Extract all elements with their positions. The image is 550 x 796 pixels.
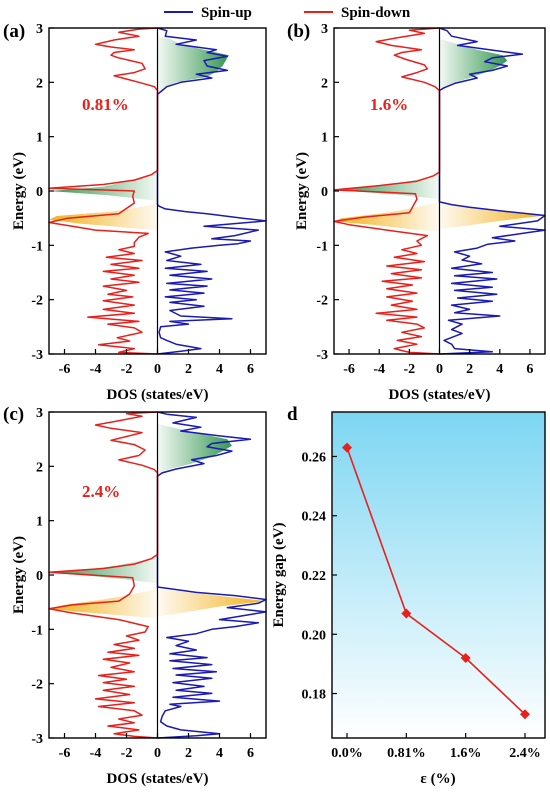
y-tick-label: 0.18 (302, 688, 327, 703)
x-axis-title: ε (%) (420, 771, 455, 787)
dos-fill-region (49, 172, 158, 201)
x-tick-label: 0.81% (387, 746, 426, 761)
x-tick-label: 4 (216, 746, 223, 761)
spin-down-line (48, 411, 159, 739)
panel-c: -3 -2 -1 0 1 2 3 -6 -4 -2 0 2 4 6 DOS (states/eV) Energ… (3, 404, 267, 787)
y-tick-label: 0.20 (302, 628, 327, 643)
y-tick-label: -2 (31, 294, 43, 309)
y-tick-label: 3 (36, 406, 43, 421)
y-tick-label: 0.26 (302, 450, 327, 465)
data-point-marker (401, 608, 412, 619)
panel-label: d (287, 404, 298, 425)
x-tick-label: -4 (373, 362, 385, 377)
x-axis-title: DOS (states/eV) (106, 771, 208, 787)
energy-gap-line (346, 447, 526, 715)
panel-a: -3 -2 -1 0 1 2 3 -6 -4 -2 0 2 4 6 DOS (states/eV) Energ… (3, 21, 267, 403)
x-axis-title: DOS (states/eV) (106, 387, 208, 403)
dos-fill-region (157, 424, 232, 475)
spin-down-line (333, 27, 441, 355)
plot-background (332, 412, 545, 738)
y-tick-label: -1 (316, 239, 328, 254)
y-tick-label: 1 (36, 131, 43, 146)
x-tick-label: -2 (404, 362, 416, 377)
dos-fill-region (334, 201, 440, 232)
y-tick-label: 2 (321, 76, 328, 91)
x-tick-label: -6 (59, 746, 71, 761)
legend: Spin-up Spin-down (164, 5, 411, 21)
y-tick-label: 2 (36, 460, 43, 475)
dos-fill-region (439, 38, 508, 89)
dos-fill-region (49, 556, 158, 584)
panel-b: -3 -2 -1 0 1 2 3 -6 -4 -2 0 2 4 6 DOS (states/eV) Energ… (287, 21, 546, 403)
y-axis-title: Energy (eV) (294, 152, 310, 230)
x-tick-label: -2 (121, 746, 133, 761)
panel-d: 0.18 0.20 0.22 0.24 0.26 0.0% 0.81% 1.6% 2.4% ε (… (271, 404, 546, 787)
x-tick-label: 6 (526, 362, 533, 377)
y-axis-title: Energy gap (eV) (271, 523, 287, 628)
strain-label: 2.4% (82, 482, 120, 501)
y-tick-label: -2 (31, 678, 43, 693)
x-tick-label: 0 (154, 362, 161, 377)
panel-label: (b) (287, 21, 310, 42)
x-tick-label: 2 (185, 362, 192, 377)
dos-fill-region (49, 588, 158, 619)
data-point-marker (520, 709, 530, 720)
x-tick-label: -6 (343, 362, 355, 377)
y-tick-label: -1 (31, 623, 43, 638)
x-tick-label: -4 (90, 746, 102, 761)
legend-spin-down-label: Spin-down (341, 5, 411, 21)
y-axis-title: Energy (eV) (11, 536, 27, 614)
y-tick-label: -1 (31, 239, 43, 254)
dos-fill-region (157, 36, 229, 94)
x-tick-label: 6 (247, 746, 254, 761)
dos-fill-region (439, 203, 545, 229)
spin-up-line (156, 27, 267, 355)
dos-fill-region (334, 173, 440, 200)
y-tick-label: 1 (36, 515, 43, 530)
y-tick-label: 3 (36, 22, 43, 37)
x-tick-label: -6 (59, 362, 71, 377)
strain-label: 1.6% (370, 95, 408, 114)
y-tick-label: 0.22 (302, 569, 327, 584)
x-tick-label: 2 (466, 362, 473, 377)
y-tick-label: 0.24 (302, 510, 327, 525)
y-tick-label: -2 (316, 294, 328, 309)
x-tick-label: 0 (154, 746, 161, 761)
y-tick-label: 2 (36, 76, 43, 91)
y-tick-label: 1 (321, 131, 328, 146)
x-axis-title: DOS (states/eV) (388, 387, 490, 403)
x-tick-label: 0 (436, 362, 443, 377)
y-tick-label: 0 (321, 185, 328, 200)
x-tick-label: -2 (121, 362, 133, 377)
legend-spin-up-label: Spin-up (201, 5, 252, 21)
x-tick-label: 0.0% (331, 746, 363, 761)
x-tick-label: 1.6% (450, 746, 482, 761)
y-tick-label: -3 (31, 732, 43, 747)
y-axis-title: Energy (eV) (11, 152, 27, 230)
x-tick-label: 2 (185, 746, 192, 761)
x-tick-label: 6 (247, 362, 254, 377)
y-tick-label: -3 (31, 348, 43, 363)
y-tick-label: 3 (321, 22, 328, 37)
x-tick-label: 2.4% (509, 746, 541, 761)
spin-up-line (156, 411, 267, 739)
x-tick-label: 4 (216, 362, 223, 377)
panel-label: (c) (3, 404, 24, 425)
x-tick-label: -4 (90, 362, 102, 377)
y-tick-label: -3 (316, 348, 328, 363)
panel-label: (a) (3, 21, 25, 42)
dos-fill-region (157, 588, 266, 617)
y-tick-label: 0 (36, 185, 43, 200)
data-point-marker (460, 652, 471, 663)
strain-label: 0.81% (82, 95, 129, 114)
x-tick-label: 4 (496, 362, 503, 377)
spin-up-line (438, 27, 546, 355)
data-point-marker (342, 442, 352, 453)
spin-down-line (48, 27, 159, 355)
dos-fill-region (49, 203, 158, 231)
y-tick-label: 0 (36, 569, 43, 584)
